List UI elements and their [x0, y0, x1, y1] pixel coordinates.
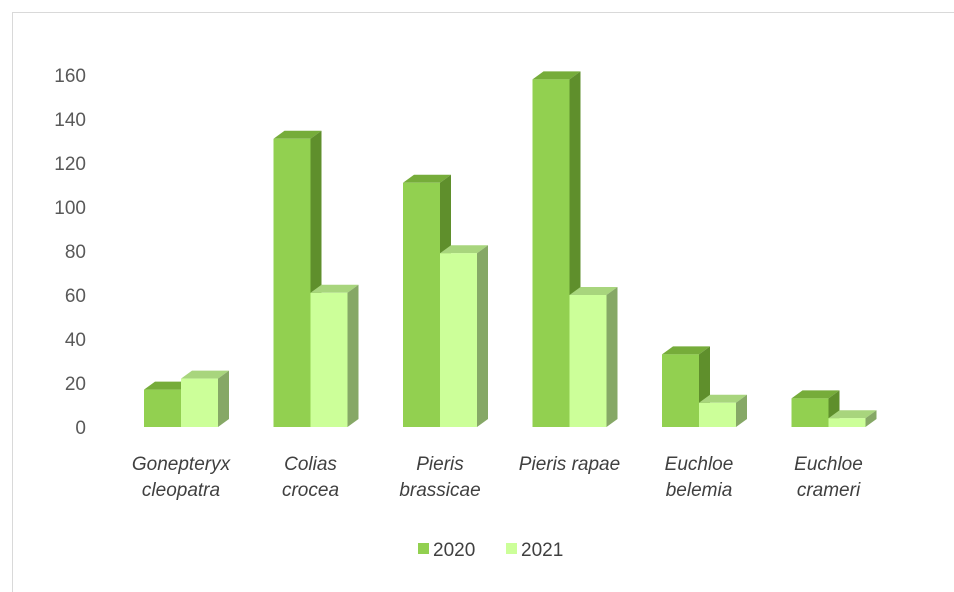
bars [144, 71, 877, 428]
x-tick-label: Euchloe crameri [794, 454, 863, 501]
bar-2020 [403, 174, 451, 427]
x-tick-label: Euchloe belemia [665, 454, 734, 501]
bar-2020 [662, 346, 710, 427]
bar-side-face [477, 245, 488, 427]
bar-2021 [310, 284, 359, 427]
bar-2020 [532, 71, 581, 428]
y-tick-label: 80 [65, 242, 86, 263]
x-tick-label-line: Pieris [416, 454, 464, 475]
bar-front-face [440, 253, 477, 427]
x-tick-label: Pieris brassicae [399, 454, 480, 501]
bar-front-face [791, 398, 829, 427]
bar-side-face [736, 394, 747, 427]
y-tick-label: 0 [75, 418, 86, 439]
x-tick-label: Colias crocea [282, 454, 339, 501]
x-tick-label-line: cleopatra [142, 480, 220, 501]
y-tick-label: 160 [54, 66, 86, 87]
legend-swatch [418, 543, 429, 554]
bar-2021 [181, 370, 229, 427]
bar-front-face [699, 402, 736, 427]
x-tick-label-line: Colias [284, 454, 337, 475]
bar-front-face [569, 295, 607, 427]
x-tick-label-line: crocea [282, 480, 339, 501]
y-tick-label: 60 [65, 286, 86, 307]
bar-2021 [440, 245, 488, 427]
legend-item-2021: 2021 [506, 540, 563, 561]
bar-2021 [699, 394, 747, 427]
x-tick-label-line: brassicae [399, 480, 480, 501]
legend-item-2020: 2020 [418, 540, 475, 561]
bar-top-face [310, 284, 359, 293]
x-axis: Gonepteryx cleopatra Colias crocea Pieris bra… [132, 454, 863, 501]
x-tick-label-line: belemia [666, 480, 733, 501]
bar-top-face [144, 381, 192, 390]
bar-front-face [532, 79, 570, 428]
bar-side-face [218, 370, 229, 427]
x-tick-label: Gonepteryx cleopatra [132, 454, 232, 501]
y-axis: 0 20 40 60 80 100 120 140 160 [54, 66, 86, 439]
bar-top-face [181, 370, 229, 379]
y-tick-label: 20 [65, 374, 86, 395]
legend: 2020 2021 [418, 540, 563, 561]
bar-front-face [403, 182, 440, 427]
bar-top-face [828, 410, 877, 419]
x-tick-label-line: Euchloe [794, 454, 863, 475]
x-tick-label: Pieris rapae [519, 454, 620, 475]
x-tick-label-line: crameri [797, 480, 861, 501]
bar-top-face [699, 394, 747, 403]
bar-2020 [273, 130, 322, 428]
bar-top-face [440, 245, 488, 254]
bar-front-face [181, 378, 218, 427]
bar-top-face [532, 71, 581, 80]
x-tick-label-line: Gonepteryx [132, 454, 232, 475]
bar-top-face [569, 287, 618, 295]
bar-2021 [828, 410, 877, 427]
bar-front-face [310, 292, 348, 427]
bar-side-face [347, 284, 359, 427]
bar-top-face [403, 174, 451, 183]
bar-top-face [662, 346, 710, 355]
legend-label: 2020 [433, 540, 475, 561]
bar-side-face [606, 287, 618, 427]
bar-front-face [273, 138, 311, 428]
legend-label: 2021 [521, 540, 563, 561]
bar-side-face [865, 410, 877, 427]
legend-swatch [506, 543, 517, 554]
bar-top-face [791, 390, 840, 399]
y-tick-label: 120 [54, 154, 86, 175]
x-tick-label-line: Euchloe [665, 454, 734, 475]
y-tick-label: 140 [54, 110, 86, 131]
bar-front-face [828, 418, 866, 427]
x-tick-label-line: Pieris rapae [519, 454, 620, 475]
bar-2021 [569, 287, 618, 427]
bar-top-face [273, 130, 322, 139]
bar-front-face [144, 389, 181, 427]
y-tick-label: 40 [65, 330, 86, 351]
chart-frame [12, 12, 954, 592]
y-tick-label: 100 [54, 198, 86, 219]
bar-front-face [662, 354, 699, 427]
